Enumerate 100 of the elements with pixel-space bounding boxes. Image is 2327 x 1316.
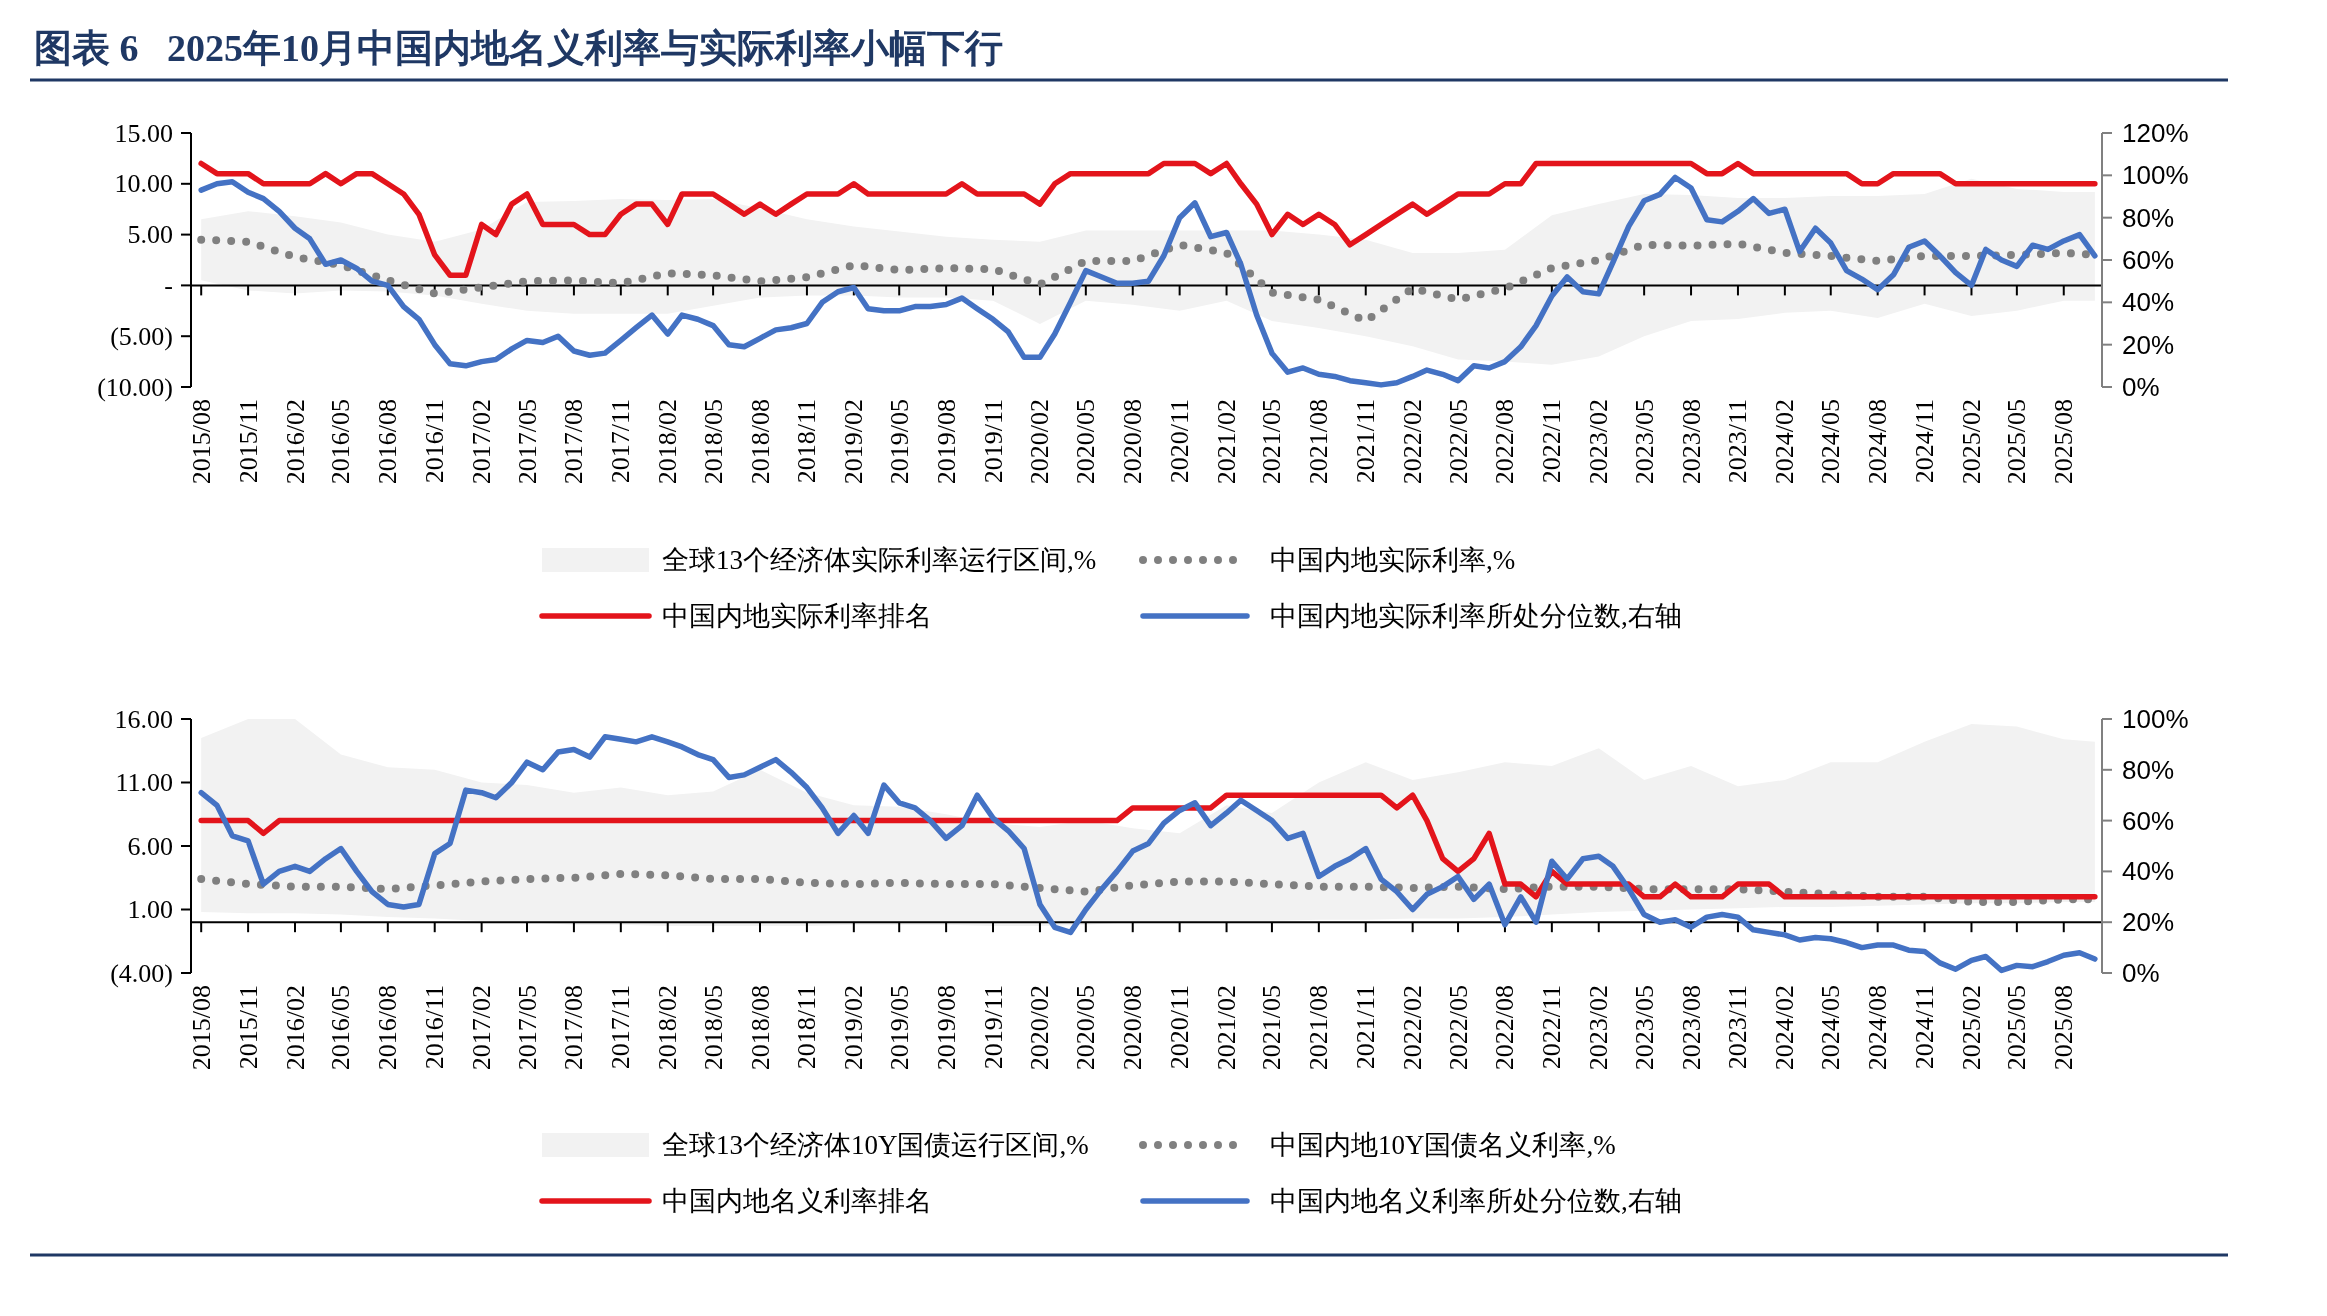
x-tick-label: 2018/08 — [745, 985, 775, 1071]
x-tick-label: 2021/08 — [1304, 985, 1334, 1071]
x-tick-label: 2020/11 — [1165, 399, 1195, 484]
x-tick-label: 2019/02 — [839, 985, 869, 1071]
legend-label: 中国内地10Y国债名义利率,% — [1270, 1130, 1616, 1160]
x-tick-label: 2016/08 — [373, 399, 403, 485]
x-tick-label: 2017/11 — [606, 399, 636, 484]
x-tick-label: 2017/05 — [512, 985, 542, 1071]
x-tick-label: 2016/11 — [420, 985, 450, 1070]
x-tick-label: 2018/05 — [698, 399, 728, 485]
x-tick-label: 2022/05 — [1443, 985, 1473, 1071]
legend-label: 全球13个经济体10Y国债运行区间,% — [662, 1130, 1089, 1160]
x-tick-label: 2017/05 — [512, 399, 542, 485]
y2-tick-label: 0% — [2122, 958, 2160, 988]
x-tick-label: 2018/02 — [653, 985, 683, 1071]
x-tick-label: 2025/08 — [2049, 399, 2079, 485]
x-tick-label: 2016/08 — [373, 985, 403, 1071]
x-tick-label: 2024/02 — [1770, 985, 1800, 1071]
x-tick-label: 2021/11 — [1351, 985, 1381, 1070]
x-tick-label: 2023/08 — [1676, 399, 1706, 485]
x-tick-label: 2018/11 — [792, 399, 822, 484]
y2-tick-label: 80% — [2122, 202, 2175, 233]
x-tick-label: 2024/08 — [1863, 985, 1893, 1071]
x-tick-label: 2022/11 — [1537, 985, 1567, 1070]
x-tick-label: 2021/11 — [1351, 399, 1381, 484]
x-tick-label: 2019/11 — [978, 399, 1008, 484]
x-tick-label: 2024/11 — [1910, 399, 1940, 484]
x-tick-label: 2025/05 — [2002, 399, 2032, 485]
x-tick-label: 2019/02 — [839, 399, 869, 485]
x-tick-label: 2020/05 — [1071, 399, 1101, 485]
y2-tick-label: 100% — [2122, 704, 2189, 734]
y-tick-label: (5.00) — [110, 321, 173, 351]
x-tick-label: 2020/02 — [1025, 985, 1055, 1071]
x-tick-label: 2019/08 — [931, 399, 961, 485]
x-tick-label: 2021/05 — [1257, 985, 1287, 1071]
x-tick-label: 2016/02 — [280, 985, 310, 1071]
legend-label: 中国内地实际利率排名 — [662, 601, 932, 631]
x-tick-label: 2017/08 — [559, 985, 589, 1071]
x-tick-label: 2020/08 — [1118, 985, 1148, 1071]
y-tick-label: 5.00 — [127, 220, 173, 250]
x-tick-label: 2023/05 — [1629, 985, 1659, 1071]
x-tick-label: 2023/08 — [1676, 985, 1706, 1071]
x-tick-label: 2020/02 — [1025, 399, 1055, 485]
y-tick-label: 10.00 — [114, 169, 173, 199]
legend-label: 中国内地实际利率所处分位数,右轴 — [1270, 601, 1682, 631]
x-tick-label: 2019/05 — [884, 985, 914, 1071]
x-tick-label: 2025/02 — [1956, 399, 1986, 485]
y2-tick-label: 100% — [2122, 160, 2189, 191]
x-tick-label: 2024/02 — [1770, 399, 1800, 485]
y-tick-label: 11.00 — [115, 768, 173, 797]
x-tick-label: 2023/02 — [1584, 985, 1614, 1071]
y2-tick-label: 20% — [2122, 907, 2175, 938]
y2-tick-label: 80% — [2122, 754, 2175, 785]
y-tick-label: 6.00 — [127, 831, 173, 861]
x-tick-label: 2021/02 — [1212, 399, 1242, 485]
x-tick-label: 2023/02 — [1584, 399, 1614, 485]
x-tick-label: 2021/05 — [1257, 399, 1287, 485]
x-tick-label: 2022/02 — [1398, 399, 1428, 485]
x-tick-label: 2021/08 — [1304, 399, 1334, 485]
x-tick-label: 2020/11 — [1165, 985, 1195, 1070]
x-tick-label: 2024/05 — [1816, 399, 1846, 485]
chart-title: 图表 6 2025年10月中国内地名义利率与实际利率小幅下行 — [34, 27, 1003, 69]
x-tick-label: 2016/05 — [326, 399, 356, 485]
x-tick-label: 2025/05 — [2002, 985, 2032, 1071]
x-tick-label: 2017/02 — [467, 399, 497, 485]
x-tick-label: 2020/05 — [1071, 985, 1101, 1071]
legend-label: 中国内地实际利率,% — [1270, 545, 1516, 575]
x-tick-label: 2015/08 — [186, 985, 216, 1071]
x-tick-label: 2023/05 — [1629, 399, 1659, 485]
x-tick-label: 2015/11 — [233, 985, 263, 1070]
x-tick-label: 2019/11 — [978, 985, 1008, 1070]
y2-tick-label: 40% — [2122, 287, 2175, 318]
x-tick-label: 2025/08 — [2049, 985, 2079, 1071]
x-tick-label: 2022/08 — [1490, 985, 1520, 1071]
y-tick-label: (10.00) — [97, 372, 173, 402]
x-tick-label: 2016/11 — [420, 399, 450, 484]
x-tick-label: 2016/05 — [326, 985, 356, 1071]
y-tick-label: 15.00 — [114, 118, 173, 148]
y-tick-label: 16.00 — [114, 704, 173, 734]
x-tick-label: 2024/11 — [1910, 985, 1940, 1070]
y-tick-label: (4.00) — [110, 958, 173, 988]
x-tick-label: 2021/02 — [1212, 985, 1242, 1071]
x-tick-label: 2022/11 — [1537, 399, 1567, 484]
x-tick-label: 2017/02 — [467, 985, 497, 1071]
x-tick-label: 2025/02 — [1956, 985, 1986, 1071]
x-tick-label: 2015/11 — [233, 399, 263, 484]
x-tick-label: 2020/08 — [1118, 399, 1148, 485]
x-tick-label: 2018/05 — [698, 985, 728, 1071]
x-tick-label: 2018/02 — [653, 399, 683, 485]
x-tick-label: 2016/02 — [280, 399, 310, 485]
x-tick-label: 2019/08 — [931, 985, 961, 1071]
x-tick-label: 2024/05 — [1816, 985, 1846, 1071]
x-tick-label: 2024/08 — [1863, 399, 1893, 485]
x-tick-label: 2022/05 — [1443, 399, 1473, 485]
x-tick-label: 2017/08 — [559, 399, 589, 485]
x-tick-label: 2015/08 — [186, 399, 216, 485]
y2-tick-label: 20% — [2122, 329, 2175, 360]
y2-tick-label: 0% — [2122, 372, 2160, 402]
y2-tick-label: 60% — [2122, 805, 2175, 836]
legend-label: 中国内地名义利率排名 — [662, 1186, 932, 1216]
